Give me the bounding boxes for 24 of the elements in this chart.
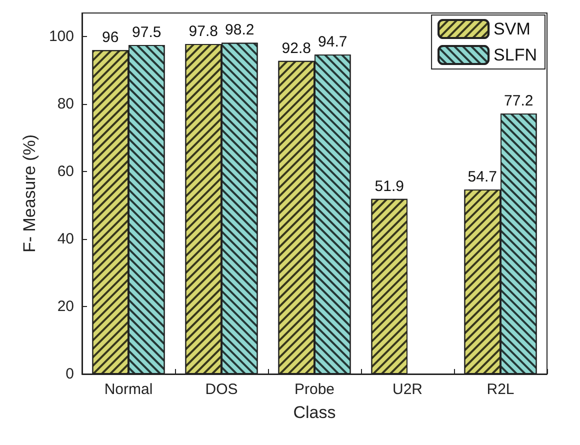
y-tick-label: 20	[57, 298, 74, 316]
data-label: 92.8	[282, 40, 311, 57]
y-tick-label: 100	[48, 28, 74, 46]
x-tick-label: U2R	[392, 381, 423, 398]
y-tick-label: 80	[57, 96, 74, 113]
data-label: 51.9	[374, 178, 404, 195]
x-tick-label: Normal	[104, 381, 153, 398]
y-tick-label: 40	[57, 230, 74, 248]
data-label: 94.7	[318, 34, 348, 50]
data-label: 77.2	[504, 92, 534, 110]
x-tick-label: Probe	[294, 381, 335, 398]
x-tick-label: DOS	[205, 381, 238, 398]
y-axis-title: F- Measure (%)	[20, 134, 40, 253]
legend-label: SLFN	[494, 46, 538, 64]
legend-label: SVM	[494, 20, 530, 38]
data-label: 96	[102, 29, 119, 46]
data-label: 97.5	[132, 24, 162, 42]
data-label: 54.7	[468, 168, 497, 186]
y-tick-label: 60	[57, 163, 74, 180]
data-label: 98.2	[225, 22, 254, 39]
data-label: 97.8	[188, 23, 218, 40]
x-tick-label: R2L	[486, 381, 514, 398]
x-axis-title: Class	[293, 403, 336, 422]
y-tick-label: 0	[66, 366, 74, 382]
